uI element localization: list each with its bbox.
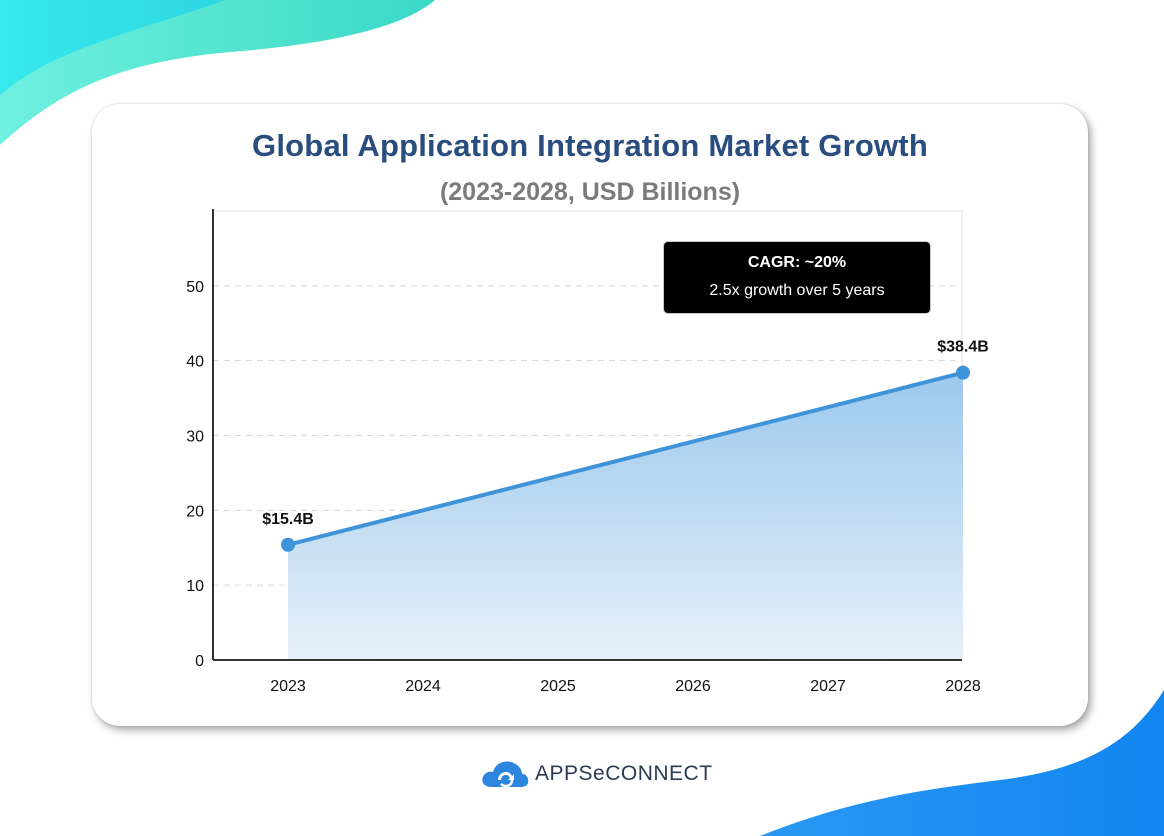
data-point [281,537,295,552]
x-tick-label: 2026 [675,678,711,695]
growth-label: 2.5x growth over 5 years [709,282,885,299]
x-tick-label: 2027 [810,678,846,695]
x-tick-label: 2023 [270,678,306,695]
data-label: $15.4B [262,511,314,528]
data-point [956,365,970,380]
data-label: $38.4B [937,339,989,356]
y-tick-label: 50 [186,279,204,296]
area-fill [288,372,963,660]
y-tick-label: 20 [186,503,204,520]
y-tick-label: 40 [186,354,204,371]
x-tick-label: 2028 [945,678,981,695]
y-tick-label: 30 [186,429,204,446]
x-tick-label: 2025 [540,678,576,695]
chart-subtitle: (2023-2028, USD Billions) [439,178,741,206]
series-line [286,370,965,547]
cagr-callout: CAGR: ~20% 2.5x growth over 5 years [663,241,931,314]
cloud-sync-icon [482,761,529,788]
chart-title: Global Application Integration Market Gr… [252,128,928,163]
market-growth-chart: 0 10 20 30 40 50 2023 2024 2025 2026 2027 2028 $15.4… [186,209,989,695]
y-tick-label: 10 [186,578,204,595]
brand-logo: APPSeCONNECT [481,759,713,789]
x-tick-label: 2024 [405,678,441,695]
logo-text: APPSeCONNECT [535,762,713,785]
cagr-label: CAGR: ~20% [747,254,847,271]
y-tick-label: 0 [195,653,204,670]
cyan-wave-shape [0,0,225,95]
chart-card: Global Application Integration Market Gr… [92,104,1088,726]
blue-wave-shape [760,690,1164,836]
